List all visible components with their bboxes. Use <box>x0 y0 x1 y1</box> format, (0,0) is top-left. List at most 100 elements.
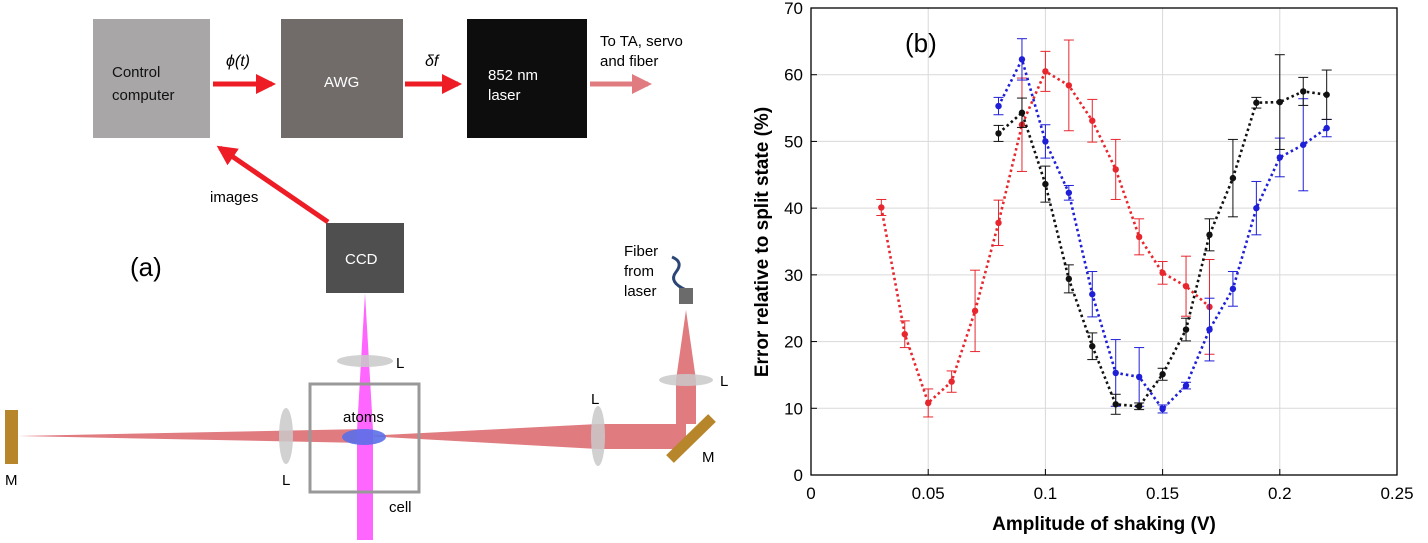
mirror-left-label: M <box>5 472 18 489</box>
y-tick-label: 40 <box>784 199 803 218</box>
imaging-beam <box>357 293 373 540</box>
lens-mid <box>591 406 605 466</box>
data-point <box>1206 231 1213 239</box>
data-point <box>1089 291 1096 298</box>
data-point <box>901 331 908 338</box>
x-tick-label: 0.2 <box>1268 484 1292 503</box>
series-line <box>997 90 1327 408</box>
fiber-label-1: Fiber <box>624 243 658 260</box>
data-point <box>1135 373 1143 381</box>
control-computer-box <box>93 19 210 138</box>
ccd-box <box>326 223 404 293</box>
atom-cloud <box>342 429 386 445</box>
mirror-right-label: M <box>702 449 715 466</box>
data-point <box>1112 369 1119 377</box>
chart-series <box>876 38 1332 418</box>
data-point <box>1323 91 1330 98</box>
data-point <box>1159 269 1166 277</box>
images-label: images <box>210 189 258 206</box>
data-point <box>1089 343 1096 350</box>
y-tick-label: 70 <box>784 0 803 18</box>
diagram-panel: Control computer AWG 852 nm laser CCD ϕ(… <box>5 19 728 540</box>
lens-left-label: L <box>282 472 290 489</box>
data-point <box>1159 405 1166 413</box>
data-point <box>995 130 1002 137</box>
data-point <box>1112 401 1119 408</box>
laser-beam-right <box>365 424 686 449</box>
data-point <box>1135 233 1143 241</box>
fiber-label-3: laser <box>624 283 657 300</box>
lens-top-label: L <box>396 355 404 372</box>
data-point <box>995 102 1002 110</box>
data-point <box>1253 99 1260 106</box>
mirror-right <box>666 414 716 463</box>
plot-frame <box>810 7 1398 476</box>
lens-left <box>279 408 293 464</box>
control-computer-label-1: Control <box>112 64 160 81</box>
x-tick-label: 0.1 <box>1034 484 1058 503</box>
axis-ticks: 0 0.05 0.1 0.15 0.2 0.25 0 10 20 30 40 50 60 70 <box>784 0 1413 503</box>
lens-vertical <box>659 374 713 386</box>
laser-box <box>467 19 587 138</box>
data-point <box>1206 326 1213 333</box>
data-point <box>1065 189 1073 196</box>
data-point <box>1300 141 1307 148</box>
lens-mid-label: L <box>591 391 599 408</box>
panel-a-label: (a) <box>130 252 162 282</box>
data-point <box>1065 275 1073 283</box>
y-tick-label: 60 <box>784 66 803 85</box>
y-tick-label: 30 <box>784 266 803 285</box>
laser-beam-left <box>18 429 365 443</box>
data-point <box>1276 98 1284 106</box>
series-2 <box>993 54 1332 415</box>
data-point <box>925 399 932 407</box>
awg-box <box>281 19 403 138</box>
y-tick-label: 0 <box>794 466 803 485</box>
data-point <box>995 219 1002 227</box>
x-tick-label: 0.25 <box>1380 484 1413 503</box>
x-tick-label: 0.05 <box>912 484 945 503</box>
y-axis-title: Error relative to split state (%) <box>752 107 773 377</box>
ccd-label: CCD <box>345 251 378 268</box>
control-computer-label-2: computer <box>112 87 175 104</box>
laser-beam-vertical <box>676 310 696 424</box>
data-point <box>1276 154 1284 161</box>
laser-label-2: laser <box>488 87 521 104</box>
to-ta-label-2: and fiber <box>600 53 658 70</box>
panel-b-label: (b) <box>905 28 937 58</box>
data-point <box>1135 403 1143 410</box>
data-point <box>1018 56 1026 63</box>
data-point <box>1065 82 1073 89</box>
y-tick-label: 20 <box>784 333 803 352</box>
fiber-cable <box>671 255 687 292</box>
data-point <box>1182 326 1190 333</box>
x-tick-label: 0 <box>806 484 815 503</box>
fiber-label-2: from <box>624 263 654 280</box>
data-point <box>948 378 955 385</box>
series-line <box>997 55 1328 411</box>
data-point <box>1018 109 1026 116</box>
data-point <box>1159 371 1166 378</box>
delta-f-label: δf <box>425 53 440 70</box>
awg-label: AWG <box>324 74 359 91</box>
images-arrow <box>216 145 330 225</box>
data-point <box>1112 166 1119 173</box>
x-tick-label: 0.15 <box>1146 484 1179 503</box>
laser-label-1: 852 nm <box>488 67 538 84</box>
x-axis-title: Amplitude of shaking (V) <box>992 514 1216 535</box>
data-point <box>878 204 885 211</box>
cell-label: cell <box>389 499 412 516</box>
data-point <box>1323 124 1330 132</box>
series-1 <box>993 38 1332 414</box>
to-ta-label-1: To TA, servo <box>600 33 683 50</box>
chart-panel: 0 0.05 0.1 0.15 0.2 0.25 0 10 20 30 40 50 60 70 (b) A… <box>752 0 1414 535</box>
lens-vertical-label: L <box>720 373 728 390</box>
data-point <box>1182 282 1190 290</box>
data-point <box>1229 174 1237 182</box>
data-point <box>1229 285 1237 293</box>
lens-top <box>337 355 393 367</box>
y-tick-label: 10 <box>784 399 803 418</box>
fiber-connector <box>679 288 693 304</box>
vapor-cell <box>308 382 421 494</box>
